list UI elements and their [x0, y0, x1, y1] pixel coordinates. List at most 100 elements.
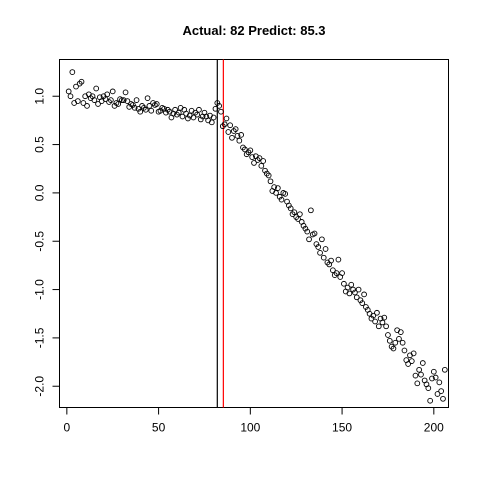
x-axis: 0 50 100 150 200: [63, 407, 444, 435]
y-tick-label: -2.0: [33, 376, 47, 397]
data-point: [93, 85, 100, 92]
data-point: [119, 97, 125, 103]
data-point: [208, 119, 215, 126]
data-points: [65, 69, 448, 404]
data-point: [109, 88, 116, 95]
data-point: [153, 101, 160, 107]
data-point: [122, 89, 129, 96]
data-point: [73, 83, 79, 90]
data-point: [251, 160, 257, 166]
y-tick-label: 1.0: [33, 88, 47, 105]
reference-lines: [216, 59, 224, 408]
data-point: [175, 109, 182, 116]
data-point: [330, 267, 336, 274]
data-point: [434, 391, 441, 397]
data-point: [344, 284, 351, 291]
data-point: [381, 314, 388, 321]
data-point: [335, 256, 342, 263]
data-point: [185, 115, 191, 122]
data-point: [120, 97, 127, 103]
data-point: [410, 350, 417, 357]
data-point: [258, 162, 265, 169]
data-point: [317, 249, 323, 256]
data-point: [249, 154, 256, 160]
data-point: [353, 294, 360, 301]
data-point: [108, 97, 114, 103]
data-point: [216, 103, 222, 109]
data-point: [374, 309, 380, 316]
data-point: [419, 360, 426, 366]
data-point: [234, 133, 241, 139]
data-point: [379, 319, 386, 326]
data-point: [363, 304, 369, 310]
data-point: [104, 91, 111, 98]
data-point: [135, 105, 142, 112]
data-point: [425, 385, 432, 392]
data-point: [408, 358, 415, 364]
data-point: [78, 78, 85, 85]
data-point: [196, 106, 202, 113]
data-point: [210, 114, 217, 121]
data-point: [291, 209, 298, 216]
data-point: [221, 121, 228, 128]
data-point: [357, 297, 364, 304]
data-point: [130, 102, 136, 108]
data-point: [333, 270, 340, 276]
data-point: [197, 116, 204, 123]
data-point: [304, 228, 311, 235]
data-point: [287, 205, 294, 212]
data-point: [275, 185, 281, 191]
data-point: [341, 280, 347, 287]
data-point: [385, 332, 391, 338]
data-point: [348, 281, 355, 288]
data-point: [163, 109, 169, 116]
data-point: [273, 190, 279, 196]
data-point: [359, 300, 366, 306]
data-point: [229, 134, 235, 141]
plot-area: [59, 59, 449, 408]
data-point: [368, 315, 375, 322]
x-tick-label: 150: [332, 421, 352, 435]
data-point: [69, 69, 76, 75]
chart-title: Actual: 82 Predict: 85.3: [182, 23, 325, 38]
data-point: [396, 336, 402, 342]
data-point: [227, 122, 233, 129]
data-point: [223, 115, 230, 122]
data-point: [397, 329, 404, 335]
data-point: [144, 95, 151, 102]
data-point: [265, 172, 272, 179]
data-point: [315, 244, 322, 250]
y-tick-label: -1.0: [33, 279, 47, 300]
data-point: [74, 98, 81, 104]
data-point: [370, 312, 377, 319]
data-point: [260, 158, 267, 164]
x-tick-label: 0: [63, 421, 70, 435]
data-point: [84, 103, 90, 109]
data-point: [115, 101, 122, 107]
data-point: [322, 246, 329, 252]
data-point: [375, 323, 382, 330]
data-point: [350, 286, 356, 293]
data-point: [414, 380, 421, 387]
data-point: [282, 191, 289, 197]
data-point: [440, 395, 446, 402]
data-point: [401, 347, 408, 354]
data-point: [399, 339, 406, 346]
data-point: [308, 207, 314, 214]
data-point: [218, 108, 224, 115]
data-point: [267, 178, 274, 185]
data-point: [80, 100, 87, 106]
data-point: [256, 155, 263, 161]
x-tick-label: 50: [152, 421, 166, 435]
data-point: [95, 101, 101, 107]
x-tick-label: 200: [424, 421, 444, 435]
data-point: [271, 184, 278, 190]
data-point: [131, 104, 138, 111]
data-point: [137, 108, 144, 115]
y-tick-label: 0.5: [33, 136, 47, 153]
data-point: [390, 345, 397, 352]
data-point: [313, 241, 320, 247]
data-point: [91, 97, 98, 103]
data-point: [297, 211, 303, 218]
data-point: [300, 222, 307, 229]
